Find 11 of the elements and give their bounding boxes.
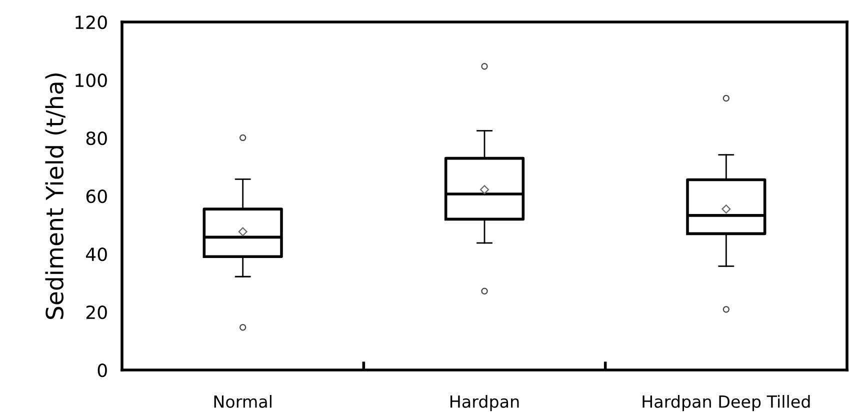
y-tick-label: 100 — [76, 73, 107, 88]
y-axis-title: Sediment Yield (t/ha) — [45, 73, 66, 319]
x-tick-label: Hardpan — [450, 395, 519, 412]
x-tick-label: Hardpan Deep Tilled — [642, 395, 810, 412]
y-tick-label: 20 — [86, 305, 107, 320]
x-tick-label: Normal — [214, 395, 272, 408]
y-tick-label: 120 — [76, 15, 107, 30]
y-tick-label: 0 — [98, 363, 107, 378]
y-tick-label: 60 — [86, 189, 107, 204]
y-tick-label: 80 — [86, 131, 107, 146]
y-tick-label: 40 — [86, 247, 107, 262]
